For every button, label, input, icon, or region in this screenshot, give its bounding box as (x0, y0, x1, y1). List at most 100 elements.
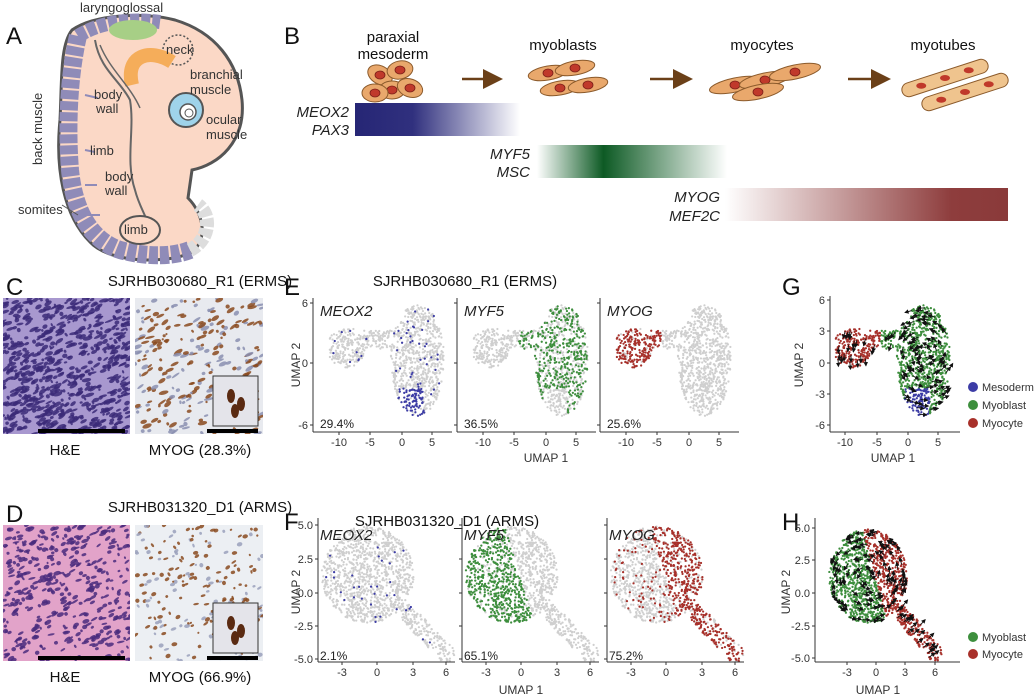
cell-dot (551, 312, 553, 314)
cell-dot (424, 396, 426, 398)
cell-dot (403, 365, 405, 367)
cell-dot (415, 401, 417, 403)
cell-dot (403, 349, 405, 351)
cell-dot (439, 333, 441, 335)
cell-dot (391, 358, 393, 360)
cell-dot (422, 316, 424, 318)
cell-dot (417, 321, 419, 323)
cell-dot (416, 373, 418, 375)
cell-dot (425, 315, 427, 317)
cell-dot (415, 376, 417, 378)
nucleus (543, 69, 553, 77)
cell-dot (340, 339, 342, 341)
cell-dot (566, 339, 568, 341)
cell-dot (475, 338, 477, 340)
cell-dot (567, 367, 569, 369)
nucleus (960, 89, 970, 95)
cell-dot (405, 373, 407, 375)
cell-dot (498, 339, 500, 341)
cell-dot (582, 330, 584, 332)
cell-dot (547, 362, 549, 364)
cell-dot (393, 332, 395, 334)
cell-dot (481, 355, 483, 357)
cell-dot (560, 327, 562, 329)
x-tick-label: -10 (475, 437, 491, 449)
cell-dot (572, 368, 574, 370)
cell-dot (568, 391, 570, 393)
cell-dot (414, 318, 416, 320)
cell-dot (402, 375, 404, 377)
cell-dot (548, 367, 550, 369)
cell-dot (565, 380, 567, 382)
cell-dot (576, 321, 578, 323)
cell-dot (578, 337, 580, 339)
cell-dot (430, 393, 432, 395)
cell-dot (500, 360, 502, 362)
cell-dot (543, 352, 545, 354)
cell-dot (417, 376, 419, 378)
cell-dot (690, 362, 692, 364)
cell-dot (690, 365, 692, 367)
cell-dot (438, 335, 440, 337)
cell-dot (716, 378, 718, 380)
cell-dot (434, 337, 436, 339)
cell-dot (354, 355, 356, 357)
cell-dot (382, 343, 384, 345)
cell-dot (558, 408, 560, 410)
cell-dot (421, 391, 423, 393)
cell-dot (430, 314, 432, 316)
cell-dot (332, 345, 334, 347)
cell-dot (414, 411, 416, 413)
cell-dot (493, 333, 495, 335)
nucleus (227, 389, 235, 403)
gene-label: MEOX2 (296, 104, 349, 121)
nucleus (583, 81, 593, 89)
cell-dot (420, 374, 422, 376)
panel-letter: B (284, 23, 300, 50)
cell-dot (524, 335, 526, 337)
cell-dot (563, 414, 565, 416)
stain-label: H&E (50, 669, 81, 686)
cell-dot (699, 401, 701, 403)
cell-dot (480, 334, 482, 336)
cell-dot (720, 387, 722, 389)
cell-dot (684, 326, 686, 328)
cell-dot (545, 373, 547, 375)
cell-dot (699, 394, 701, 396)
cell-dot (560, 381, 562, 383)
cell-dot (727, 380, 729, 382)
cell-dot (514, 330, 516, 332)
nucleus (387, 86, 397, 94)
cell-dot (507, 335, 509, 337)
cell-dot (347, 328, 349, 330)
cell-dot (417, 327, 419, 329)
cell-dot (335, 350, 337, 352)
cell-dot (567, 362, 569, 364)
cell-dot (426, 363, 428, 365)
cell-dot (556, 401, 558, 403)
cell-dot (436, 326, 438, 328)
cell-dot (684, 364, 686, 366)
cell-dot (432, 333, 434, 335)
cell-dot (719, 330, 721, 332)
diagram-label: muscle (206, 127, 247, 142)
cell-dot (437, 358, 439, 360)
cell-dot (397, 397, 399, 399)
cell-dot (438, 369, 440, 371)
cell-dot (567, 401, 569, 403)
cell-dot (572, 312, 574, 314)
cell-dot (429, 370, 431, 372)
cell-dot (578, 363, 580, 365)
cell-dot (366, 346, 368, 348)
cell-dot (331, 334, 333, 336)
cell-dot (504, 352, 506, 354)
cell-dot (559, 401, 561, 403)
cell-dot (534, 348, 536, 350)
cell-dot (568, 385, 570, 387)
cell-dot (477, 362, 479, 364)
cell-dot (550, 310, 552, 312)
cell-dot (547, 396, 549, 398)
cell-dot (576, 323, 578, 325)
cell-dot (432, 321, 434, 323)
cell-dot (507, 330, 509, 332)
